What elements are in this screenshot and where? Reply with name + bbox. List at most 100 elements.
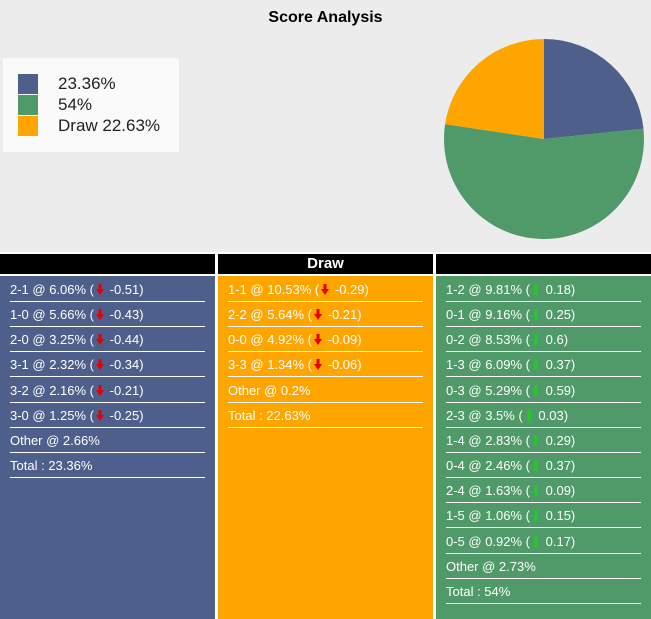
score-text: Total : 23.36% <box>10 458 93 474</box>
score-text: 3-0 @ 1.25% ( <box>10 407 95 423</box>
score-row: Other @ 2.66% <box>10 427 205 453</box>
score-change: -0.21) <box>324 307 362 323</box>
legend-swatch-draw <box>18 116 38 136</box>
pie-chart <box>444 39 644 240</box>
score-text: 0-5 @ 0.92% ( <box>446 533 531 549</box>
score-row: Other @ 2.73% <box>446 553 641 579</box>
arrow-up-icon <box>534 535 538 547</box>
pie-slice-1 <box>444 124 644 240</box>
column-header <box>436 254 651 274</box>
score-text: 3-3 @ 1.34% ( <box>228 357 313 373</box>
score-text: 1-4 @ 2.83% ( <box>446 432 531 448</box>
score-text: 0-0 @ 4.92% ( <box>228 332 313 348</box>
score-change: -0.09) <box>324 332 362 348</box>
arrow-up-icon <box>534 309 538 321</box>
legend-label-away: 54% <box>58 95 93 114</box>
score-row: 0-4 @ 2.46% ( 0.37) <box>446 452 641 479</box>
column-body: 2-1 @ 6.06% ( -0.51) 1-0 @ 5.66% ( -0.43)… <box>0 276 215 619</box>
score-text: 0-2 @ 8.53% ( <box>446 332 531 348</box>
score-row: 2-0 @ 3.25% ( -0.44) <box>10 326 205 353</box>
score-change: 0.03) <box>534 407 569 423</box>
score-text: Other @ 2.73% <box>446 558 536 574</box>
score-text: Other @ 2.66% <box>10 432 100 448</box>
arrow-down-icon <box>321 284 330 295</box>
legend-item-away: 54% <box>18 95 92 115</box>
score-change: 0.18) <box>542 282 576 297</box>
column-header <box>0 254 215 274</box>
score-row: 1-0 @ 5.66% ( -0.43) <box>10 301 205 328</box>
score-change: 0.15) <box>542 508 576 524</box>
arrow-up-icon <box>534 384 538 396</box>
score-text: 1-0 @ 5.66% ( <box>10 307 95 323</box>
arrow-down-icon <box>96 309 105 321</box>
arrow-down-icon <box>96 384 105 396</box>
score-row: 3-2 @ 2.16% ( -0.21) <box>10 377 205 403</box>
score-text: 0-4 @ 2.46% ( <box>446 458 531 474</box>
legend: 23.36% 54% Draw 22.63% <box>3 58 179 152</box>
score-row: 2-2 @ 5.64% ( -0.21) <box>228 301 423 328</box>
pie-slice-2 <box>445 39 544 139</box>
arrow-up-icon <box>527 409 531 421</box>
score-change: 0.37) <box>542 357 576 373</box>
score-row: 1-5 @ 1.06% ( 0.15) <box>446 502 641 529</box>
score-text: 2-0 @ 3.25% ( <box>10 332 95 348</box>
score-change: -0.21) <box>106 382 144 398</box>
score-row: 2-3 @ 3.5% ( 0.03) <box>446 402 641 428</box>
arrow-up-icon <box>534 359 538 371</box>
score-text: 0-1 @ 9.16% ( <box>446 307 531 323</box>
chart-title: Score Analysis <box>268 9 383 26</box>
score-row: 3-1 @ 2.32% ( -0.34) <box>10 351 205 378</box>
score-row: Other @ 0.2% <box>228 377 423 403</box>
score-change: 0.09) <box>542 483 576 499</box>
score-change: 0.25) <box>542 307 576 323</box>
score-text: 1-2 @ 9.81% ( <box>446 282 531 297</box>
arrow-up-icon <box>534 460 538 472</box>
arrow-up-icon <box>534 434 538 446</box>
column-body: 1-2 @ 9.81% ( 0.18) 0-1 @ 9.16% ( 0.25) 0-… <box>436 276 651 619</box>
score-change: -0.06) <box>324 357 362 373</box>
score-row: 2-1 @ 6.06% ( -0.51) <box>10 276 205 302</box>
home-win-column: 2-1 @ 6.06% ( -0.51) 1-0 @ 5.66% ( -0.43)… <box>0 254 215 619</box>
score-row: 1-2 @ 9.81% ( 0.18) <box>446 276 641 302</box>
score-text: 2-4 @ 1.63% ( <box>446 483 531 499</box>
score-row: 3-0 @ 1.25% ( -0.25) <box>10 402 205 428</box>
score-text: 2-1 @ 6.06% ( <box>10 282 95 297</box>
arrow-up-icon <box>534 334 538 346</box>
arrow-up-icon <box>534 510 538 522</box>
arrow-up-icon <box>534 485 538 497</box>
score-row: 1-4 @ 2.83% ( 0.29) <box>446 427 641 453</box>
score-row: 1-1 @ 10.53% ( -0.29) <box>228 276 423 302</box>
score-change: 0.29) <box>542 432 576 448</box>
draw-column: Draw 1-1 @ 10.53% ( -0.29) 2-2 @ 5.64% ( -… <box>218 254 433 619</box>
score-change: -0.29) <box>331 282 369 297</box>
score-change: 0.59) <box>542 382 576 398</box>
away-win-column: 1-2 @ 9.81% ( 0.18) 0-1 @ 9.16% ( 0.25) 0-… <box>436 254 651 619</box>
score-text: 2-2 @ 5.64% ( <box>228 307 313 323</box>
arrow-up-icon <box>534 284 538 295</box>
score-change: 0.37) <box>542 458 576 474</box>
score-change: -0.43) <box>106 307 144 323</box>
arrow-down-icon <box>314 309 323 321</box>
arrow-down-icon <box>96 284 105 295</box>
score-text: 2-3 @ 3.5% ( <box>446 407 523 423</box>
score-text: Total : 54% <box>446 583 511 599</box>
score-text: 1-5 @ 1.06% ( <box>446 508 531 524</box>
score-change: 0.17) <box>542 533 576 549</box>
score-row: 0-5 @ 0.92% ( 0.17) <box>446 528 641 554</box>
legend-label-home: 23.36% <box>58 74 116 93</box>
arrow-down-icon <box>96 334 105 346</box>
score-row: 3-3 @ 1.34% ( -0.06) <box>228 351 423 378</box>
score-row: Total : 23.36% <box>10 452 205 479</box>
score-text: 1-1 @ 10.53% ( <box>228 282 320 297</box>
arrow-down-icon <box>314 334 323 346</box>
score-change: 0.6) <box>542 332 569 348</box>
legend-swatch-away <box>18 95 38 115</box>
score-row: 0-0 @ 4.92% ( -0.09) <box>228 326 423 353</box>
score-change: -0.34) <box>106 357 144 373</box>
score-change: -0.51) <box>106 282 144 297</box>
score-row: 0-2 @ 8.53% ( 0.6) <box>446 326 641 353</box>
column-header: Draw <box>218 254 433 274</box>
score-text: 1-3 @ 6.09% ( <box>446 357 531 373</box>
legend-item-home: 23.36% <box>18 74 116 94</box>
score-text: 0-3 @ 5.29% ( <box>446 382 531 398</box>
